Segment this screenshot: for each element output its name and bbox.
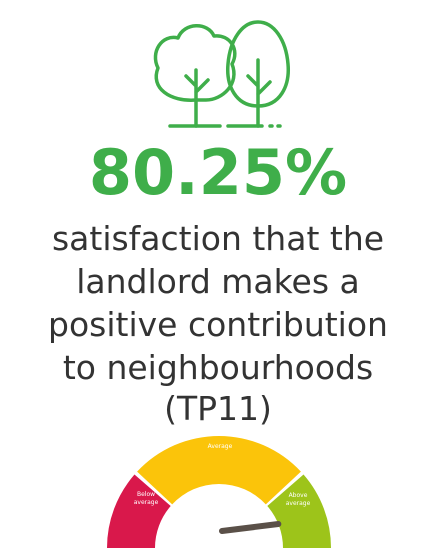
trees-icon — [153, 20, 290, 128]
gauge-segment — [107, 474, 171, 548]
gauge-segment — [267, 474, 331, 548]
description-line: to neighbourhoods — [63, 348, 373, 387]
description-line: positive contribution — [48, 305, 388, 344]
gauge-label: Above — [289, 492, 308, 499]
gauge-segment — [137, 435, 301, 505]
gauge-label: Average — [208, 443, 233, 450]
gauge — [107, 435, 331, 548]
description-line: satisfaction that the — [52, 219, 384, 258]
gauge-label: average — [134, 499, 159, 506]
description-line: (TP11) — [164, 389, 272, 428]
description-line: landlord makes a — [76, 262, 360, 301]
gauge-label: Below — [137, 491, 155, 498]
gauge-label: average — [286, 500, 311, 507]
gauge-needle — [219, 521, 282, 534]
stat-value: 80.25% — [89, 136, 347, 209]
